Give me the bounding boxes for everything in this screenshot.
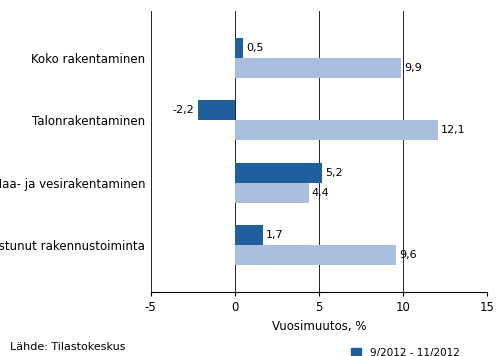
Text: 9,6: 9,6	[398, 250, 416, 260]
Bar	[234, 245, 395, 265]
Text: 5,2: 5,2	[325, 168, 342, 178]
Bar	[234, 58, 400, 78]
Text: 9,9: 9,9	[403, 63, 421, 73]
Text: Lähde: Tilastokeskus: Lähde: Tilastokeskus	[10, 342, 125, 352]
Text: -2,2: -2,2	[172, 105, 194, 115]
X-axis label: Vuosimuutos, %: Vuosimuutos, %	[271, 319, 365, 333]
Text: 1,7: 1,7	[266, 230, 284, 240]
Text: 0,5: 0,5	[245, 43, 263, 53]
Bar	[234, 183, 308, 203]
Bar	[234, 37, 242, 58]
Bar	[234, 163, 322, 183]
Bar	[234, 120, 437, 140]
Legend: 9/2012 - 11/2012, 9/2011 - 11/2011: 9/2012 - 11/2012, 9/2011 - 11/2011	[350, 348, 458, 356]
Bar	[197, 100, 234, 120]
Bar	[234, 225, 263, 245]
Text: 4,4: 4,4	[311, 188, 329, 198]
Text: 12,1: 12,1	[440, 125, 465, 135]
